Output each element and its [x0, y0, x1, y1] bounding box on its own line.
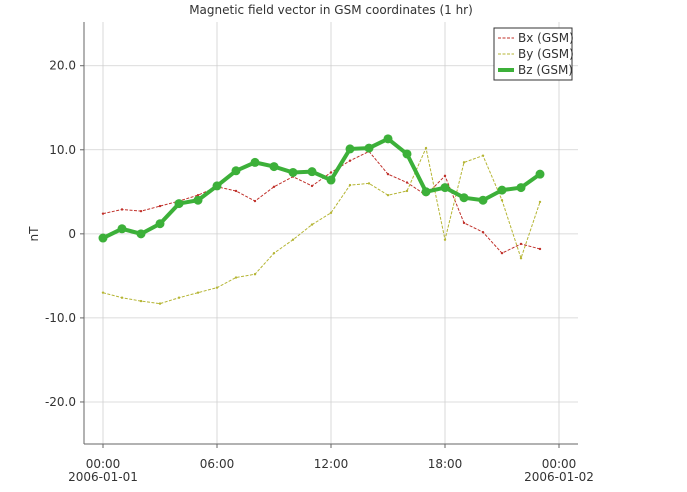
y-tick-label: 0: [68, 227, 76, 241]
data-point: [253, 199, 257, 203]
data-point: [158, 204, 162, 208]
data-point: [139, 209, 143, 213]
x-tick-sublabel: 2006-01-02: [524, 470, 594, 484]
data-point: [234, 189, 238, 193]
data-point: [519, 257, 523, 260]
x-tick-sublabel: 2006-01-01: [68, 470, 138, 484]
data-point: [269, 162, 279, 172]
data-point: [462, 221, 466, 225]
data-point: [519, 242, 523, 246]
data-point: [234, 276, 238, 279]
data-point: [402, 149, 412, 159]
data-point: [272, 185, 276, 188]
data-point: [462, 161, 466, 164]
data-point: [367, 182, 371, 185]
data-point: [231, 166, 241, 176]
data-point: [424, 146, 428, 150]
data-point: [348, 159, 352, 162]
legend-label: By (GSM): [518, 47, 574, 61]
data-point: [345, 144, 355, 154]
y-tick-label: 20.0: [49, 59, 76, 73]
x-tick-label: 06:00: [200, 457, 235, 471]
data-point: [120, 296, 124, 299]
data-point: [310, 184, 314, 188]
data-point: [120, 208, 124, 211]
legend-label: Bz (GSM): [518, 63, 573, 77]
data-point: [364, 143, 374, 153]
data-point: [538, 200, 542, 204]
data-point: [212, 181, 222, 191]
x-tick-label: 12:00: [314, 457, 349, 471]
data-point: [136, 229, 146, 239]
data-point: [516, 183, 526, 193]
data-point: [500, 199, 504, 202]
data-point: [481, 154, 485, 157]
data-point: [215, 286, 219, 289]
y-axis-label: nT: [27, 226, 41, 242]
data-point: [288, 167, 298, 177]
series-line: [102, 146, 541, 305]
data-point: [421, 187, 431, 197]
x-tick-label: 18:00: [428, 457, 463, 471]
data-point: [497, 185, 507, 195]
data-point: [478, 195, 488, 205]
data-point: [307, 167, 317, 177]
data-point: [405, 181, 409, 184]
y-tick-label: -20.0: [45, 395, 76, 409]
data-point: [500, 251, 504, 255]
data-point: [177, 296, 181, 299]
data-point: [101, 291, 105, 294]
data-point: [291, 238, 295, 241]
data-point: [535, 169, 545, 179]
legend-label: Bx (GSM): [518, 31, 574, 45]
data-point: [459, 193, 469, 203]
data-point: [326, 175, 336, 185]
data-point: [155, 219, 165, 229]
chart-title: Magnetic field vector in GSM coordinates…: [189, 3, 473, 17]
data-point: [98, 233, 108, 243]
data-point: [386, 172, 390, 176]
data-point: [158, 302, 162, 305]
data-point: [538, 247, 542, 251]
data-point: [272, 251, 276, 255]
data-point: [101, 212, 105, 215]
y-tick-label: 10.0: [49, 143, 76, 157]
data-point: [443, 238, 447, 241]
data-point: [383, 134, 393, 144]
data-point: [174, 199, 184, 209]
data-point: [443, 174, 447, 178]
data-point: [405, 189, 409, 193]
data-point: [329, 171, 333, 174]
y-tick-label: -10.0: [45, 311, 76, 325]
data-point: [250, 157, 260, 167]
data-point: [139, 299, 143, 303]
data-point: [253, 272, 257, 276]
data-point: [481, 230, 485, 234]
data-point: [348, 183, 352, 187]
data-point: [386, 193, 390, 197]
data-point: [310, 223, 314, 226]
data-point: [196, 291, 200, 294]
data-point: [440, 183, 450, 193]
data-point: [117, 224, 127, 234]
x-tick-label: 00:00: [542, 457, 577, 471]
x-tick-label: 00:00: [86, 457, 121, 471]
data-point: [329, 211, 333, 215]
data-point: [193, 195, 203, 205]
